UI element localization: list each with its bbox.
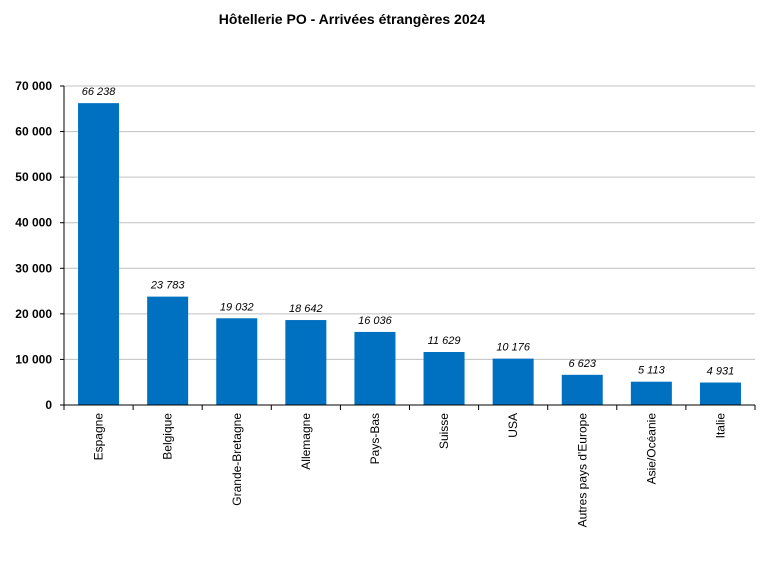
- bar: [78, 103, 120, 405]
- y-tick-label: 20 000: [15, 307, 52, 321]
- x-tick-label: Suisse: [437, 413, 451, 449]
- x-tick-label: Allemagne: [299, 413, 313, 470]
- bar: [216, 318, 258, 405]
- y-tick-label: 70 000: [15, 79, 52, 93]
- x-tick-label: USA: [506, 413, 520, 438]
- data-label: 16 036: [358, 315, 393, 327]
- data-label: 10 176: [496, 342, 531, 354]
- y-tick-label: 30 000: [15, 261, 52, 275]
- data-label: 23 783: [150, 280, 186, 292]
- y-tick-label: 10 000: [15, 352, 52, 366]
- x-tick-label: Grande-Bretagne: [230, 413, 244, 506]
- data-label: 18 642: [289, 303, 323, 315]
- bar: [354, 331, 396, 405]
- data-label: 11 629: [428, 335, 461, 347]
- data-label: 6 623: [568, 358, 596, 370]
- x-tick-label: Belgique: [161, 413, 175, 460]
- bar: [699, 382, 741, 405]
- data-label: 66 238: [82, 86, 117, 98]
- x-tick-label: Asie/Océanie: [644, 413, 658, 485]
- y-tick-label: 50 000: [15, 170, 52, 184]
- bar: [630, 381, 672, 405]
- bar: [492, 358, 534, 405]
- x-tick-label: Pays-Bas: [368, 413, 382, 464]
- bar: [147, 296, 189, 405]
- bar: [285, 320, 327, 405]
- bar: [561, 374, 603, 405]
- y-tick-label: 0: [45, 398, 52, 412]
- x-tick-label: Espagne: [92, 413, 106, 461]
- x-tick-label: Italie: [713, 413, 727, 439]
- bar: [423, 352, 465, 405]
- y-tick-label: 40 000: [15, 216, 52, 230]
- chart-title: Hôtellerie PO - Arrivées étrangères 2024: [219, 11, 486, 27]
- data-label: 5 113: [638, 365, 666, 377]
- data-label: 19 032: [220, 301, 254, 313]
- data-label: 4 931: [707, 366, 735, 378]
- y-tick-label: 60 000: [15, 125, 52, 139]
- x-tick-label: Autres pays d'Europe: [575, 413, 589, 528]
